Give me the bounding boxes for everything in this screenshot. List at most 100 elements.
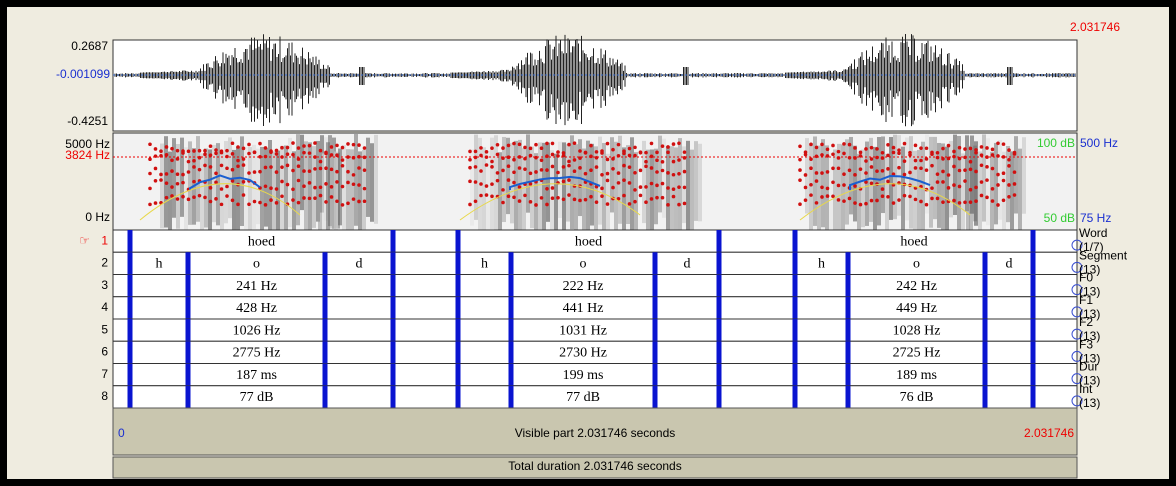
formant-dot: [842, 172, 846, 176]
total-text: Total duration 2.031746 seconds: [508, 459, 681, 473]
formant-dot: [324, 182, 328, 186]
formant-dot: [176, 172, 180, 176]
formant-dot: [341, 185, 345, 189]
interval-label: 76 dB: [900, 390, 934, 405]
formant-dot: [242, 163, 246, 167]
formant-dot: [842, 183, 846, 187]
formant-dot: [247, 202, 251, 206]
formant-dot: [617, 181, 621, 185]
formant-dot: [622, 178, 626, 182]
tier-count: (13): [1079, 396, 1100, 410]
formant-dot: [468, 203, 472, 207]
formant-dot: [589, 155, 593, 159]
formant-dot: [308, 169, 312, 173]
formant-dot: [875, 169, 879, 173]
formant-dot: [363, 146, 367, 150]
interval-label: o: [253, 257, 260, 272]
formant-dot: [308, 151, 312, 155]
formant-dot: [611, 186, 615, 190]
formant-dot: [985, 146, 989, 150]
formant-dot: [308, 181, 312, 185]
pitch-top: 500 Hz: [1080, 136, 1118, 150]
formant-dot: [148, 187, 152, 191]
formant-dot: [518, 143, 522, 147]
formant-dot: [672, 195, 676, 199]
tier-number: 1: [101, 233, 108, 247]
boundary: [846, 252, 851, 274]
formant-dot: [231, 199, 235, 203]
formant-dot: [661, 169, 665, 173]
formant-dot: [242, 193, 246, 197]
formant-dot: [820, 143, 824, 147]
spectrogram-column: [694, 141, 698, 221]
formant-dot: [540, 196, 544, 200]
boundary: [391, 386, 396, 408]
formant-dot: [859, 167, 863, 171]
formant-dot: [655, 151, 659, 155]
formant-dot: [815, 201, 819, 205]
waveform-max: 0.2687: [71, 39, 108, 53]
formant-dot: [501, 201, 505, 205]
spectrogram-column: [204, 148, 208, 227]
formant-dot: [225, 166, 229, 170]
formant-dot: [870, 146, 874, 150]
boundary: [128, 230, 133, 252]
formant-dot: [357, 143, 361, 147]
formant-dot: [672, 160, 676, 164]
spectrogram-column: [1002, 152, 1006, 233]
formant-dot: [209, 144, 213, 148]
formant-dot: [286, 146, 290, 150]
formant-dot: [650, 142, 654, 146]
formant-dot: [496, 143, 500, 147]
formant-dot: [523, 146, 527, 150]
tier-number: 5: [101, 322, 108, 336]
formant-dot: [159, 149, 163, 153]
formant-dot: [941, 180, 945, 184]
formant-dot: [330, 153, 334, 157]
boundary: [128, 386, 133, 408]
formant-dot: [209, 153, 213, 157]
formant-dot: [804, 186, 808, 190]
interval-label: 2775 Hz: [233, 346, 281, 361]
formant-dot: [154, 179, 158, 183]
formant-dot: [655, 158, 659, 162]
formant-dot: [313, 167, 317, 171]
formant-dot: [302, 184, 306, 188]
formant-dot: [639, 151, 643, 155]
formant-dot: [628, 165, 632, 169]
boundary: [793, 297, 798, 319]
editor: 2.031746 0.2687 -0.001099 -0.4251 5000 H…: [0, 0, 1176, 481]
spectrogram-column: [909, 136, 913, 228]
formant-dot: [302, 169, 306, 173]
formant-dot: [341, 158, 345, 162]
formant-dot: [501, 146, 505, 150]
formant-dot: [881, 169, 885, 173]
formant-dot: [809, 166, 813, 170]
spectrogram-column: [602, 143, 606, 230]
formant-dot: [275, 152, 279, 156]
spectrogram-column: [925, 135, 929, 214]
formant-dot: [886, 195, 890, 199]
formant-dot: [996, 203, 1000, 207]
boundary: [1031, 275, 1036, 297]
formant-dot: [551, 153, 555, 157]
formant-dot: [804, 150, 808, 154]
formant-dot: [881, 187, 885, 191]
spectrogram-column: [662, 139, 666, 218]
formant-dot: [518, 166, 522, 170]
formant-dot: [231, 152, 235, 156]
spectrogram-column: [570, 135, 574, 229]
formant-dot: [941, 200, 945, 204]
formant-dot: [606, 202, 610, 206]
formant-dot: [650, 166, 654, 170]
formant-dot: [198, 194, 202, 198]
formant-dot: [165, 153, 169, 157]
formant-dot: [148, 157, 152, 161]
formant-dot: [352, 156, 356, 160]
boundary: [793, 386, 798, 408]
formant-dot: [639, 169, 643, 173]
formant-dot: [633, 188, 637, 192]
tier-number: 8: [101, 389, 108, 403]
formant-dot: [253, 200, 257, 204]
formant-dot: [203, 196, 207, 200]
